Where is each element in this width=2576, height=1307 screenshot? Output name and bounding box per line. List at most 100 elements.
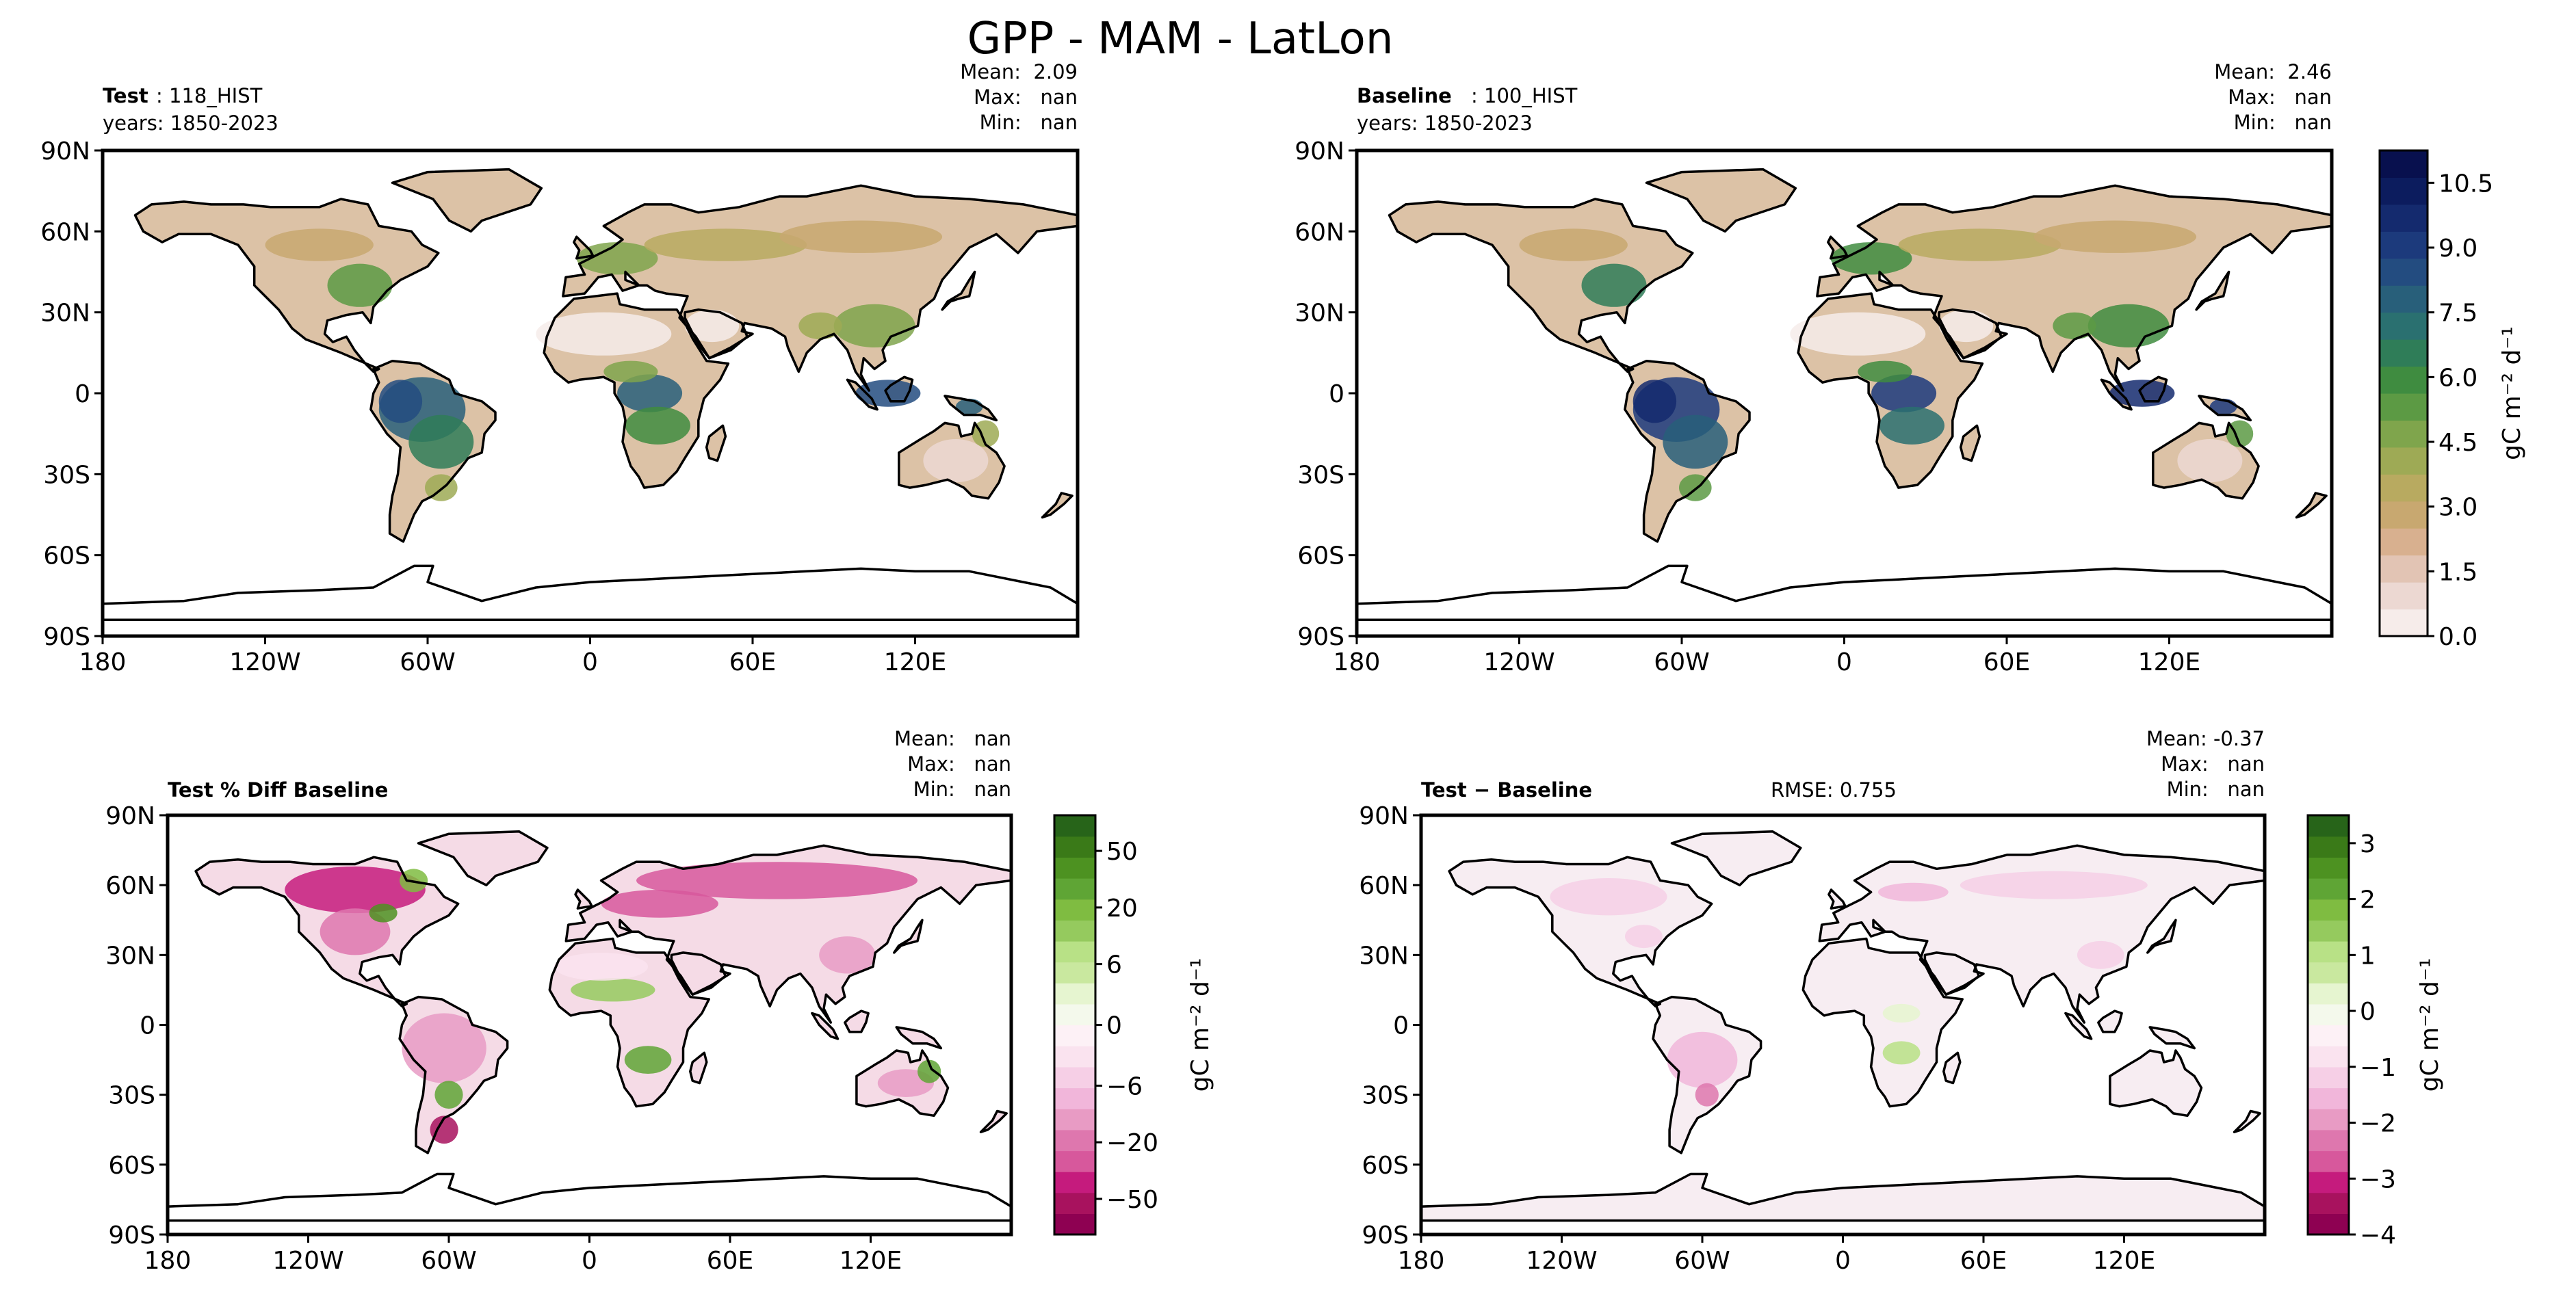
colorbar-segment <box>2380 393 2428 421</box>
field-patch <box>644 228 807 261</box>
colorbar-segment <box>1054 1109 1095 1131</box>
coastline-greenland <box>1670 830 1802 886</box>
field-patch <box>1830 242 1912 275</box>
colorbar-tick-label: 6 <box>1106 951 1122 979</box>
colorbar-main: 0.0 1.5 3.0 4.5 6.0 7.5 9.0 10.5 gC m⁻² d⁻¹ <box>2378 149 2526 651</box>
coastline-japan <box>2146 919 2177 954</box>
field-patch <box>1858 360 1912 383</box>
land-sumatra <box>2065 1013 2092 1039</box>
land-borneo <box>2098 1011 2122 1032</box>
field-patch <box>1695 1083 1719 1107</box>
coastline-sa <box>369 359 497 543</box>
panel-baseline-label-bold: Baseline <box>1357 84 1452 107</box>
field-patch <box>779 220 943 253</box>
field-patch <box>430 1115 458 1144</box>
field-patch <box>685 309 740 343</box>
land-madagascar <box>690 1053 707 1083</box>
colorbar-tick-label: −6 <box>1106 1072 1143 1100</box>
colorbar-segment <box>2380 231 2428 259</box>
field-patch <box>798 312 842 340</box>
coastline-arabia_fix <box>670 951 727 996</box>
land-madagascar <box>706 425 726 461</box>
coastline-newguinea <box>2148 1026 2196 1050</box>
coastline-madagascar <box>1942 1051 1962 1085</box>
x-tick-label: 180 <box>1398 1247 1445 1275</box>
field-patch <box>625 406 690 445</box>
land-greenland <box>1671 831 1801 886</box>
field-patch <box>1663 414 1728 469</box>
colorbar-segment <box>2380 447 2428 475</box>
panel-test-map <box>103 168 1078 622</box>
colorbar-segment <box>1054 962 1095 983</box>
panel-test-label-bold: Test <box>103 84 148 107</box>
colorbar-segment <box>2308 1087 2349 1109</box>
x-tick-label: 0 <box>1836 648 1852 676</box>
panel-test: Test : 118_HIST years: 1850-2023 Mean: 2… <box>40 60 1080 676</box>
y-tick-label: 60N <box>1359 872 1409 900</box>
coastline-borneo <box>2138 375 2168 403</box>
y-tick-label: 60N <box>40 218 90 246</box>
colorbar-tick-label: 1 <box>2360 942 2376 970</box>
field-patch <box>2087 304 2170 347</box>
coastline-uk <box>574 888 593 910</box>
field-patch <box>408 414 474 469</box>
x-tick-label: 0 <box>1835 1247 1851 1275</box>
x-tick-label: 120E <box>840 1247 902 1275</box>
colorbar-segment <box>2308 899 2349 921</box>
colorbar-segment <box>2308 857 2349 879</box>
field-patch <box>1882 1041 1921 1065</box>
field-patch <box>603 360 658 383</box>
colorbar-segment <box>1054 878 1095 900</box>
colorbar-segment <box>2308 1066 2349 1089</box>
map-content <box>1421 830 2265 1222</box>
coastline-madagascar <box>689 1051 708 1085</box>
x-tick-label: 60E <box>729 648 777 676</box>
field-patch <box>1625 925 1663 949</box>
field-patch <box>434 1081 463 1109</box>
colorbar-tick-label: 6.0 <box>2438 364 2477 392</box>
colorbar-segment <box>2380 420 2428 448</box>
coastline-australia <box>2152 421 2260 500</box>
coastline-madagascar <box>1959 424 1981 462</box>
colorbar-tick-label: 9.0 <box>2438 235 2477 263</box>
colorbar-label: gC m⁻² d⁻¹ <box>1186 958 1214 1092</box>
panel-pct-diff-stat-min: Min: nan <box>913 778 1011 801</box>
coastline-uk <box>573 235 595 260</box>
y-tick-label: 30N <box>40 300 90 328</box>
panel-pct-diff-label: Test % Diff Baseline <box>168 778 388 802</box>
x-tick-label: 120E <box>2093 1247 2155 1275</box>
colorbar-segment <box>1054 1087 1095 1109</box>
colorbar-segment <box>2308 1109 2349 1131</box>
colorbar-pct-diff: 50 20 6 0 −6 −20 −50 gC m⁻² d⁻¹ <box>1053 814 1214 1236</box>
field-patch <box>1877 882 1949 901</box>
colorbar-segment <box>1054 983 1095 1005</box>
land-greenland <box>418 831 547 886</box>
colorbar-tick-label: 1.5 <box>2438 558 2477 586</box>
colorbar-segment <box>2380 150 2428 178</box>
colorbar-segment <box>1054 815 1095 837</box>
coastline-borneo <box>2097 1009 2123 1033</box>
field-patch <box>1519 228 1628 261</box>
field-patch <box>571 978 655 1002</box>
colorbar-segment <box>2308 1150 2349 1172</box>
field-patch <box>1882 1003 1921 1023</box>
y-tick-label: 90S <box>1297 623 1344 651</box>
panel-test-stat-max: Max: nan <box>974 85 1078 109</box>
coastline-nz <box>2233 1109 2261 1133</box>
colorbar-diff: 3 2 1 0 −1 −2 −3 −4 gC m⁻² d⁻¹ <box>2306 814 2444 1250</box>
coastline-madagascar <box>705 424 727 462</box>
colorbar-tick-label: 0.0 <box>2438 623 2477 651</box>
y-tick-label: 90S <box>108 1222 155 1250</box>
coastline-nz <box>979 1109 1008 1133</box>
coastline-japan <box>893 919 924 954</box>
field-patch <box>265 228 374 261</box>
y-tick-label: 30N <box>1359 942 1409 970</box>
colorbar-segment <box>2380 312 2428 340</box>
coastline-antarctica <box>103 564 1078 622</box>
panel-diff-axes: 180 120W 60W 0 60E 120E 90N 60N 30N 0 30S 60S 90S <box>1359 802 2155 1275</box>
panel-baseline-stat-mean: Mean: 2.46 <box>2214 60 2332 83</box>
y-tick-label: 90N <box>40 137 90 166</box>
coastline-na <box>1388 198 1694 373</box>
colorbar-segment <box>1054 1192 1095 1214</box>
